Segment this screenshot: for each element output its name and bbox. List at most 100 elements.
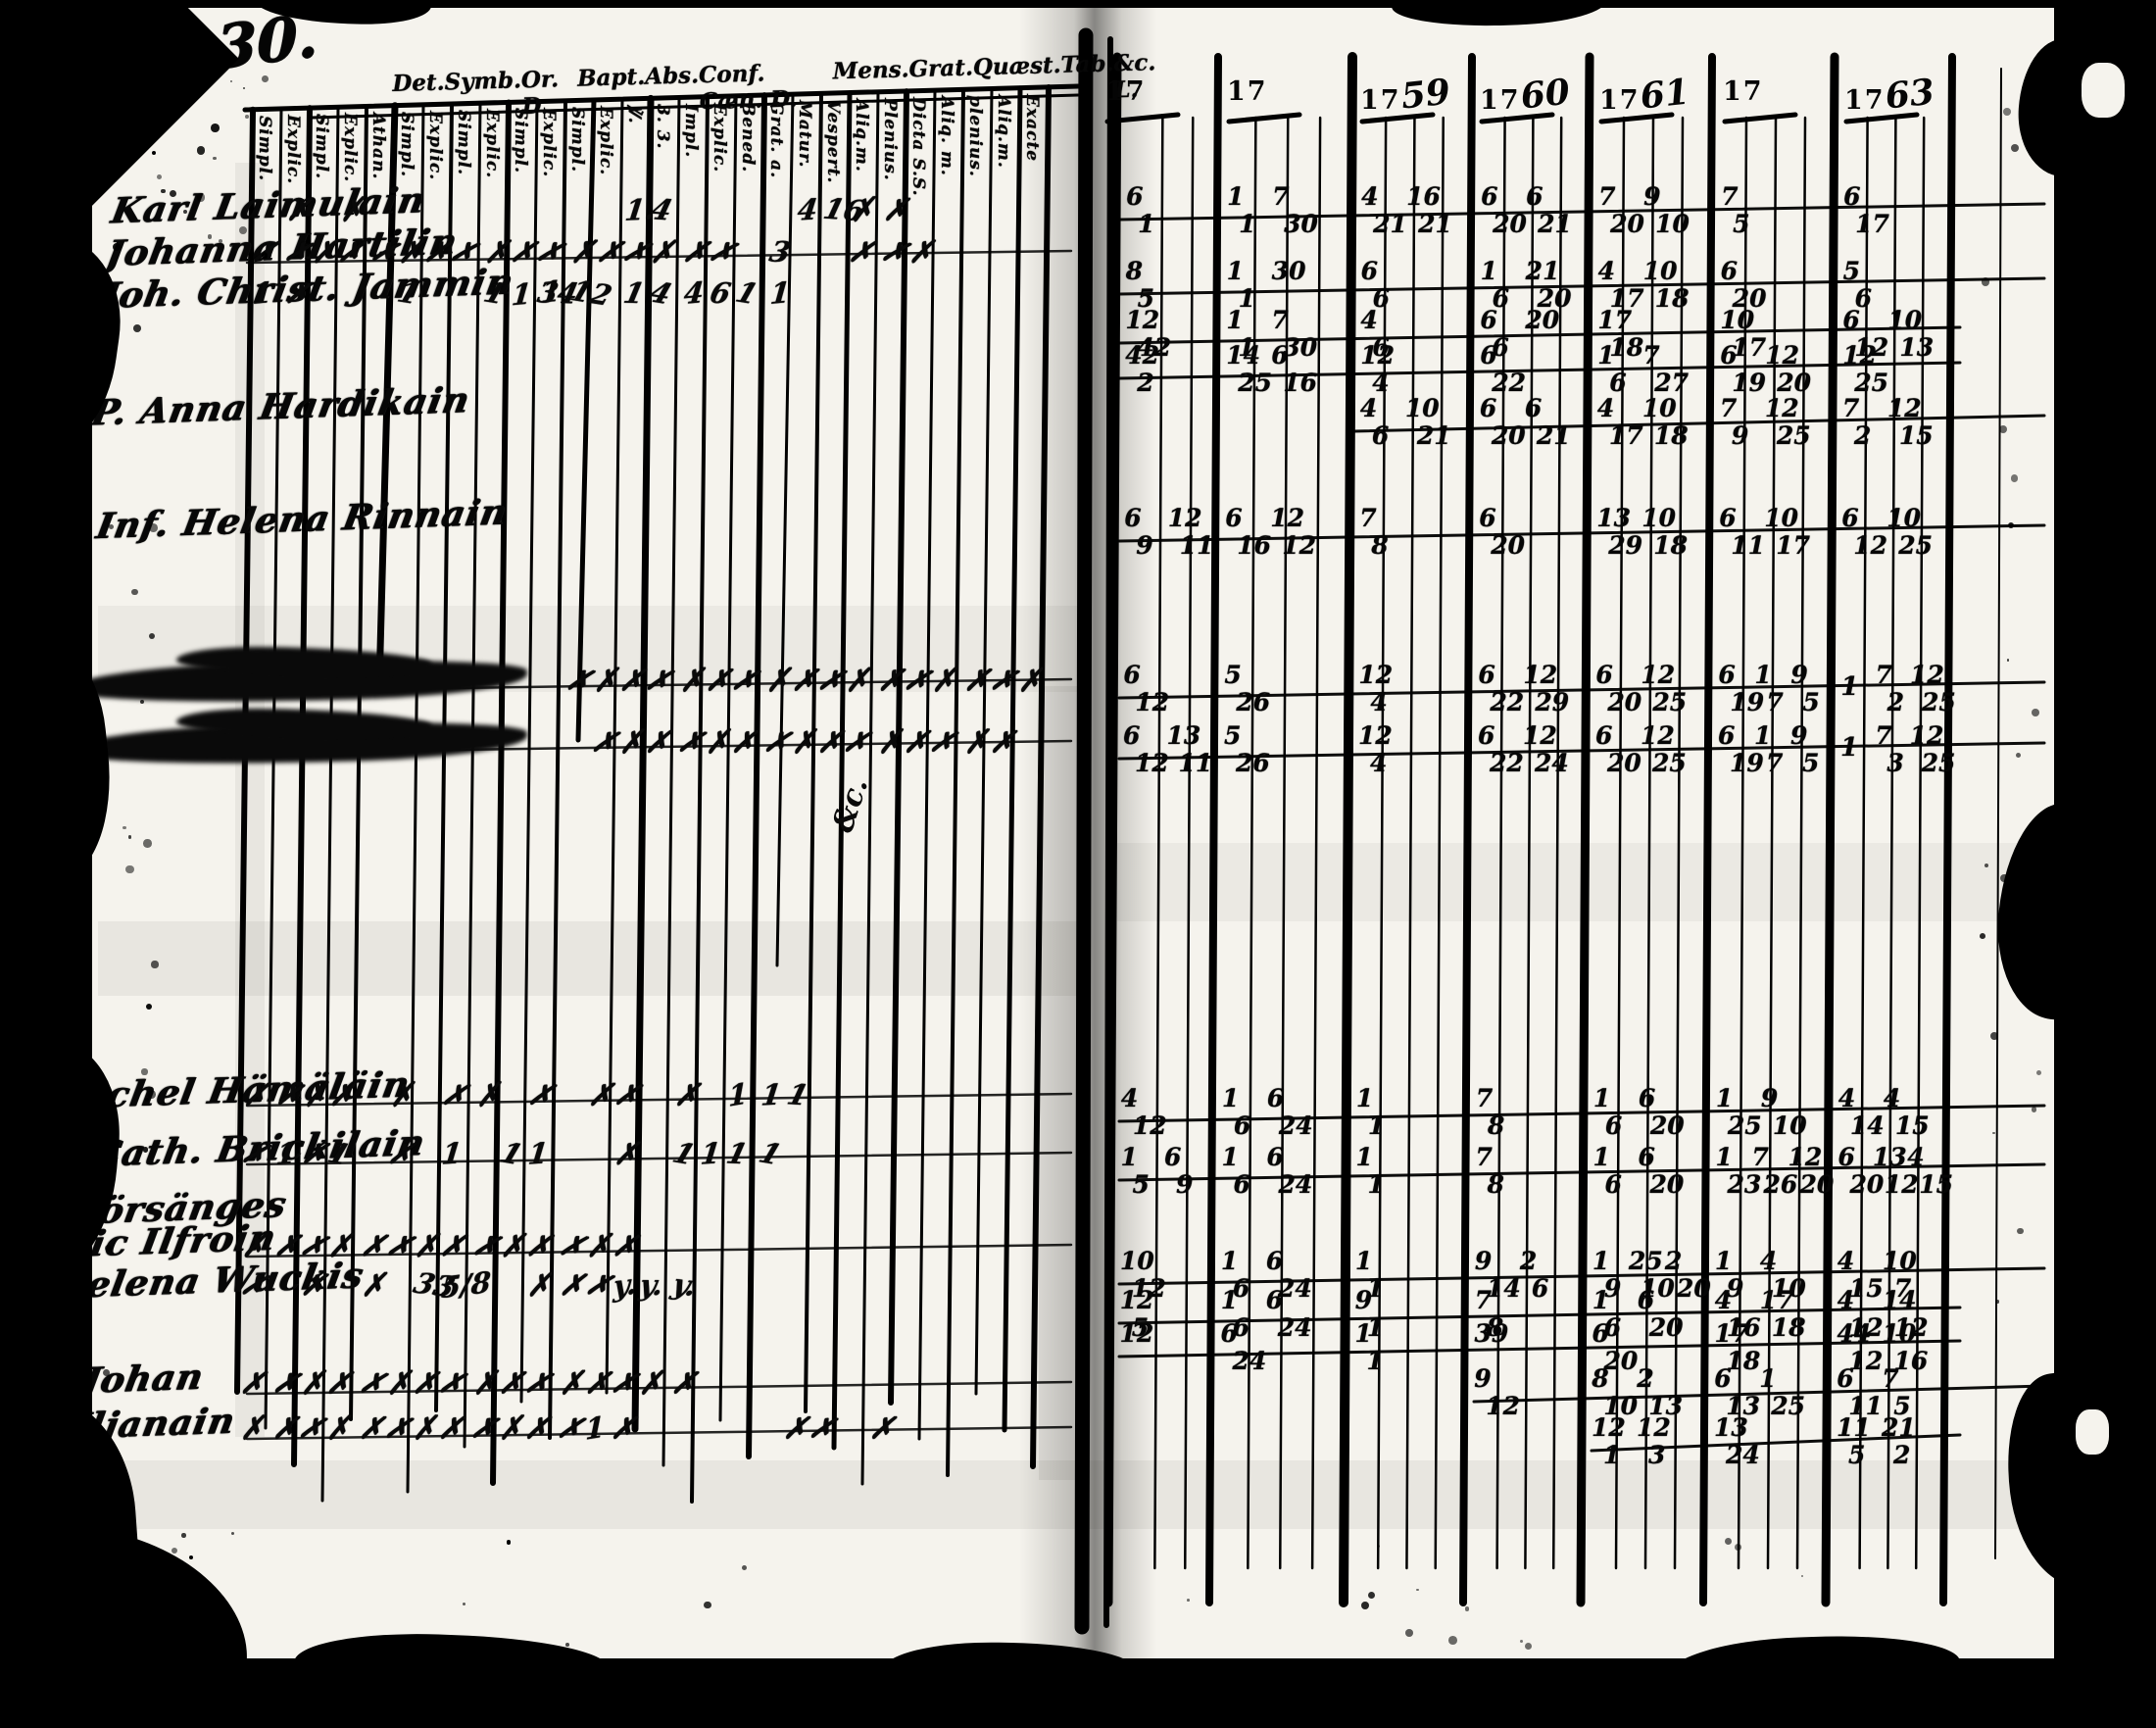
- date-top-number: 11: [1836, 1413, 1871, 1442]
- rule-line: [1722, 112, 1798, 124]
- date-bottom-number: 11: [1731, 531, 1766, 560]
- date-bottom-number: 17: [1855, 210, 1889, 238]
- date-bottom-number: 22: [1489, 749, 1524, 777]
- date-fraction: 12 12: [1270, 504, 1316, 563]
- date-entry: 6 20: [1479, 504, 1525, 563]
- ink-speck: [1981, 277, 1990, 287]
- date-entry: 6 12: [1841, 504, 1887, 563]
- date-bottom-number: 12: [1854, 333, 1889, 362]
- rule-line: [1153, 116, 1164, 1570]
- date-bottom-number: 15: [1894, 1111, 1930, 1140]
- date-top-number: 7: [1474, 1286, 1493, 1314]
- date-fraction: 6 20: [1481, 182, 1527, 241]
- date-fraction: 6 12: [1123, 721, 1169, 780]
- date-bottom-number: 12: [1135, 688, 1170, 716]
- date-fraction: 12 24: [1523, 721, 1569, 780]
- date-entry: 6 19: [1718, 721, 1764, 780]
- date-fraction: 12 25: [1641, 661, 1687, 719]
- date-entry: 6 20: [1721, 257, 1767, 316]
- ink-speck: [229, 80, 232, 83]
- ink-speck: [262, 75, 270, 83]
- date-top-number: 12: [1357, 721, 1393, 750]
- date-bottom-number: 6: [1233, 1170, 1250, 1199]
- ink-speck: [182, 209, 187, 214]
- x-mark: ✗: [386, 1364, 412, 1402]
- date-entry: 9 10: [1643, 182, 1690, 241]
- ink-speck: [1801, 1575, 1804, 1578]
- x-mark: ✗: [705, 722, 730, 762]
- date-top-number: 17: [1597, 306, 1633, 334]
- date-fraction: 12 20: [1765, 341, 1811, 400]
- rule-line: [245, 1425, 1073, 1441]
- date-fraction: 8 10: [1592, 1364, 1638, 1423]
- date-entry: 6 12: [1123, 721, 1169, 780]
- ink-speck: [1990, 1032, 1999, 1041]
- date-entry: 4 15: [1907, 1143, 1953, 1202]
- date-fraction: 6 11: [1837, 1364, 1883, 1423]
- rule-line: [1914, 116, 1926, 1570]
- date-bottom-number: 20: [1676, 1274, 1711, 1303]
- ink-speck: [147, 1090, 157, 1100]
- ink-speck: [104, 1245, 112, 1252]
- x-mark: ✗: [414, 1227, 440, 1264]
- date-entry: 12 20: [1765, 341, 1811, 400]
- date-entry: 6 13: [1714, 1364, 1760, 1423]
- rule-line: [1226, 112, 1302, 124]
- x-mark: ✗: [931, 662, 956, 699]
- rule-line: [1843, 112, 1920, 124]
- ink-speck: [169, 190, 176, 198]
- x-mark: ✗: [845, 662, 870, 699]
- x-mark: ✗: [436, 1410, 466, 1446]
- date-bottom-number: 16: [1237, 531, 1272, 560]
- date-top-number: 1: [1715, 1143, 1733, 1171]
- date-fraction: 12 25: [1641, 721, 1687, 780]
- date-top-number: 7: [1882, 1364, 1899, 1393]
- date-fraction: 6 19: [1718, 661, 1764, 719]
- date-bottom-number: 8: [1487, 1111, 1505, 1140]
- date-bottom-number: 13: [1899, 333, 1935, 362]
- date-entry: 12 29: [1523, 661, 1569, 719]
- ink-speck: [1376, 1544, 1380, 1548]
- date-bottom-number: 12: [1848, 1347, 1884, 1375]
- date-top-number: 6: [1265, 1247, 1284, 1275]
- rule-line: [1434, 116, 1445, 1570]
- rule-line: [860, 90, 880, 1486]
- ink-speck: [1360, 1601, 1369, 1609]
- ink-speck: [146, 1004, 153, 1011]
- date-top-number: 6: [1480, 341, 1497, 370]
- date-top-number: 12: [1886, 394, 1922, 422]
- date-top-number: 17: [1714, 1319, 1749, 1348]
- date-fraction: 2 13: [1637, 1364, 1683, 1423]
- ink-speck: [135, 1149, 141, 1155]
- date-entry: 21 20: [1526, 257, 1572, 316]
- date-fraction: 12 42: [1125, 306, 1171, 365]
- rule-line: [1117, 523, 2046, 543]
- column-label-grata: Grat. a.: [766, 101, 786, 179]
- date-entry: 6 22: [1478, 721, 1524, 780]
- date-top-number: 7: [1642, 341, 1660, 370]
- header-segment: Quæst.: [972, 51, 1061, 81]
- date-fraction: 4 17: [1597, 394, 1643, 453]
- ink-speck: [2031, 708, 2039, 716]
- date-bottom-number: 21: [1418, 210, 1452, 238]
- ink-speck: [1464, 1606, 1470, 1611]
- ink-speck: [144, 1097, 150, 1103]
- date-entry: 6 20: [1592, 1319, 1639, 1378]
- date-top-number: 7: [1475, 1143, 1493, 1171]
- date-bottom-number: 23: [1727, 1170, 1762, 1199]
- x-mark: ✗: [569, 233, 598, 271]
- date-top-number: 6: [1594, 721, 1613, 750]
- date-top-number: 4: [1907, 1143, 1925, 1171]
- ink-speck: [148, 632, 156, 640]
- date-fraction: 6 20: [1479, 504, 1525, 563]
- date-top-number: 10: [1404, 394, 1440, 422]
